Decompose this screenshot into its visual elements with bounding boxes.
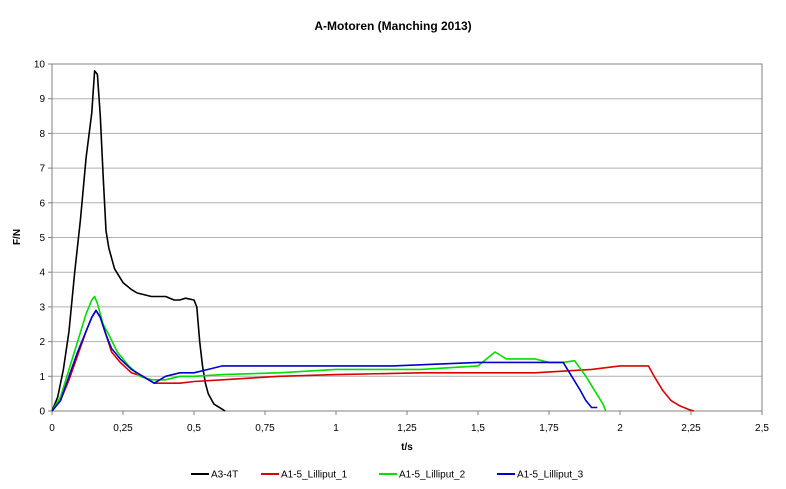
legend-label: A1-5_Lilliput_2	[399, 470, 466, 481]
y-axis-label: F/N	[12, 229, 23, 245]
x-tick-label: 1	[333, 423, 339, 434]
x-tick-label: 2	[617, 423, 623, 434]
legend-label: A1-5_Lilliput_1	[281, 470, 348, 481]
chart-title: A-Motoren (Manching 2013)	[314, 19, 471, 33]
legend-label: A1-5_Lilliput_3	[517, 470, 584, 481]
series-line-4	[51, 309, 598, 412]
x-axis: 0 0,25 0,5 0,75 1 1,25 1,5 1,75 2 2,25 2,5	[49, 411, 769, 434]
x-tick-label: 0,25	[113, 423, 133, 434]
legend: A3-4T A1-5_Lilliput_1 A1-5_Lilliput_2 A1-5_…	[191, 470, 584, 481]
y-tick-label: 9	[39, 94, 45, 105]
y-tick-label: 10	[34, 60, 46, 71]
y-tick-label: 5	[39, 233, 45, 244]
x-tick-label: 1,5	[471, 423, 485, 434]
y-tick-label: 0	[39, 407, 45, 418]
x-tick-label: 0	[49, 423, 55, 434]
y-tick-label: 1	[39, 372, 45, 383]
gridlines	[52, 98, 762, 377]
y-tick-label: 2	[39, 337, 45, 348]
series-line-3	[51, 295, 607, 412]
y-tick-label: 6	[39, 198, 45, 209]
y-tick-label: 7	[39, 164, 45, 175]
x-tick-label: 0,5	[187, 423, 201, 434]
series-lines	[51, 70, 695, 412]
y-tick-label: 4	[39, 268, 45, 279]
legend-label: A3-4T	[211, 470, 238, 481]
series-line-1	[51, 70, 226, 412]
y-tick-label: 8	[39, 129, 45, 140]
x-tick-label: 2,25	[681, 423, 701, 434]
x-tick-label: 2,5	[755, 423, 769, 434]
y-axis: 0 1 2 3 4 5 6 7 8 9 10	[34, 60, 52, 418]
x-axis-label: t/s	[401, 442, 413, 453]
x-tick-label: 0,75	[255, 423, 275, 434]
x-tick-label: 1,75	[539, 423, 559, 434]
y-tick-label: 3	[39, 302, 45, 313]
x-tick-label: 1,25	[397, 423, 417, 434]
